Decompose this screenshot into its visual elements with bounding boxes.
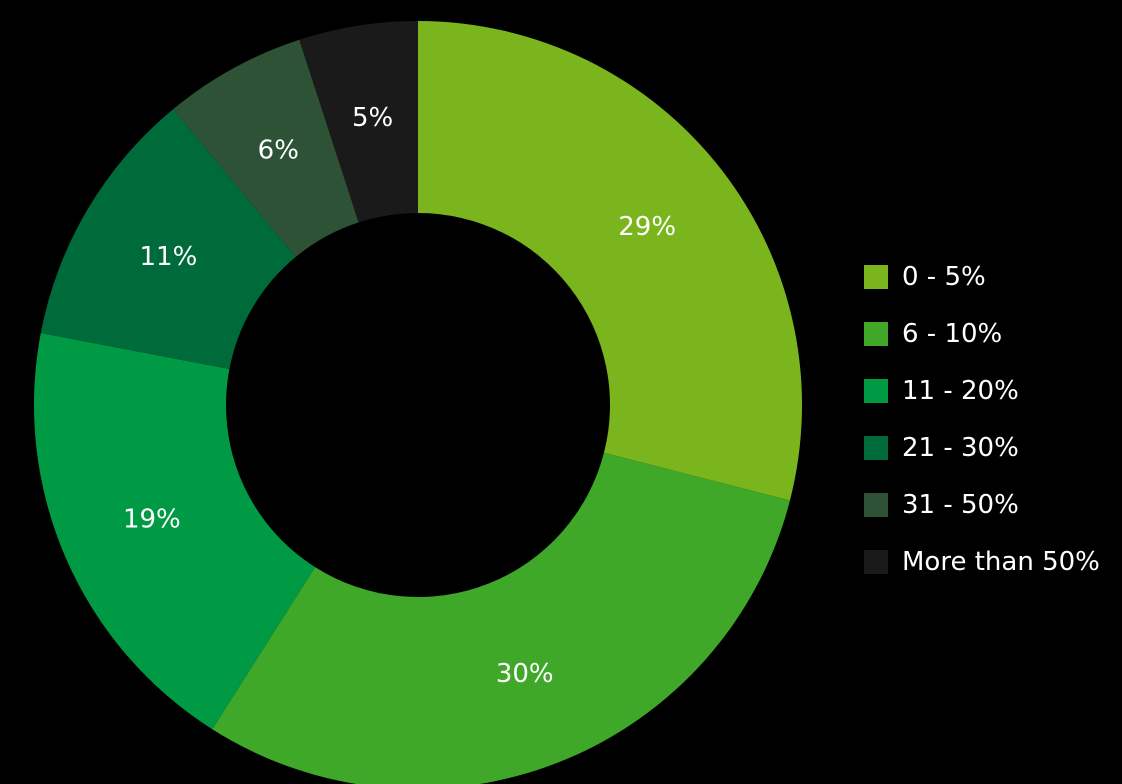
legend-item: More than 50% — [864, 533, 1100, 590]
slice-data-label: 30% — [496, 659, 554, 689]
legend-swatch — [864, 378, 888, 403]
legend-swatch — [864, 264, 888, 289]
legend-label: 11 - 20% — [902, 375, 1019, 406]
donut-slice — [299, 21, 418, 223]
legend-label: 21 - 30% — [902, 432, 1019, 463]
slice-data-label: 5% — [352, 103, 393, 133]
legend-label: More than 50% — [902, 546, 1100, 577]
legend-label: 6 - 10% — [902, 318, 1003, 349]
legend-item: 6 - 10% — [864, 305, 1100, 362]
slice-data-label: 11% — [139, 242, 197, 272]
legend-item: 0 - 5% — [864, 248, 1100, 305]
legend: 0 - 5% 6 - 10% 11 - 20% 21 - 30% 31 - 50% Mor… — [864, 248, 1100, 590]
slice-data-label: 29% — [618, 212, 676, 242]
donut-slice — [212, 452, 790, 784]
legend-item: 11 - 20% — [864, 362, 1100, 419]
slices-group — [34, 21, 802, 784]
slice-data-label: 6% — [258, 135, 299, 165]
legend-swatch — [864, 492, 888, 517]
legend-label: 31 - 50% — [902, 489, 1019, 520]
legend-swatch — [864, 549, 888, 574]
legend-item: 31 - 50% — [864, 476, 1100, 533]
legend-item: 21 - 30% — [864, 419, 1100, 476]
slice-labels-group: 29% 30% 19% 11% 6% 5% — [123, 103, 676, 689]
donut-slice — [418, 21, 802, 501]
legend-swatch — [864, 321, 888, 346]
donut-slice — [40, 109, 296, 370]
donut-slice — [34, 333, 316, 730]
slice-data-label: 19% — [123, 505, 181, 535]
legend-label: 0 - 5% — [902, 261, 986, 292]
donut-slice — [173, 39, 359, 258]
legend-swatch — [864, 435, 888, 460]
